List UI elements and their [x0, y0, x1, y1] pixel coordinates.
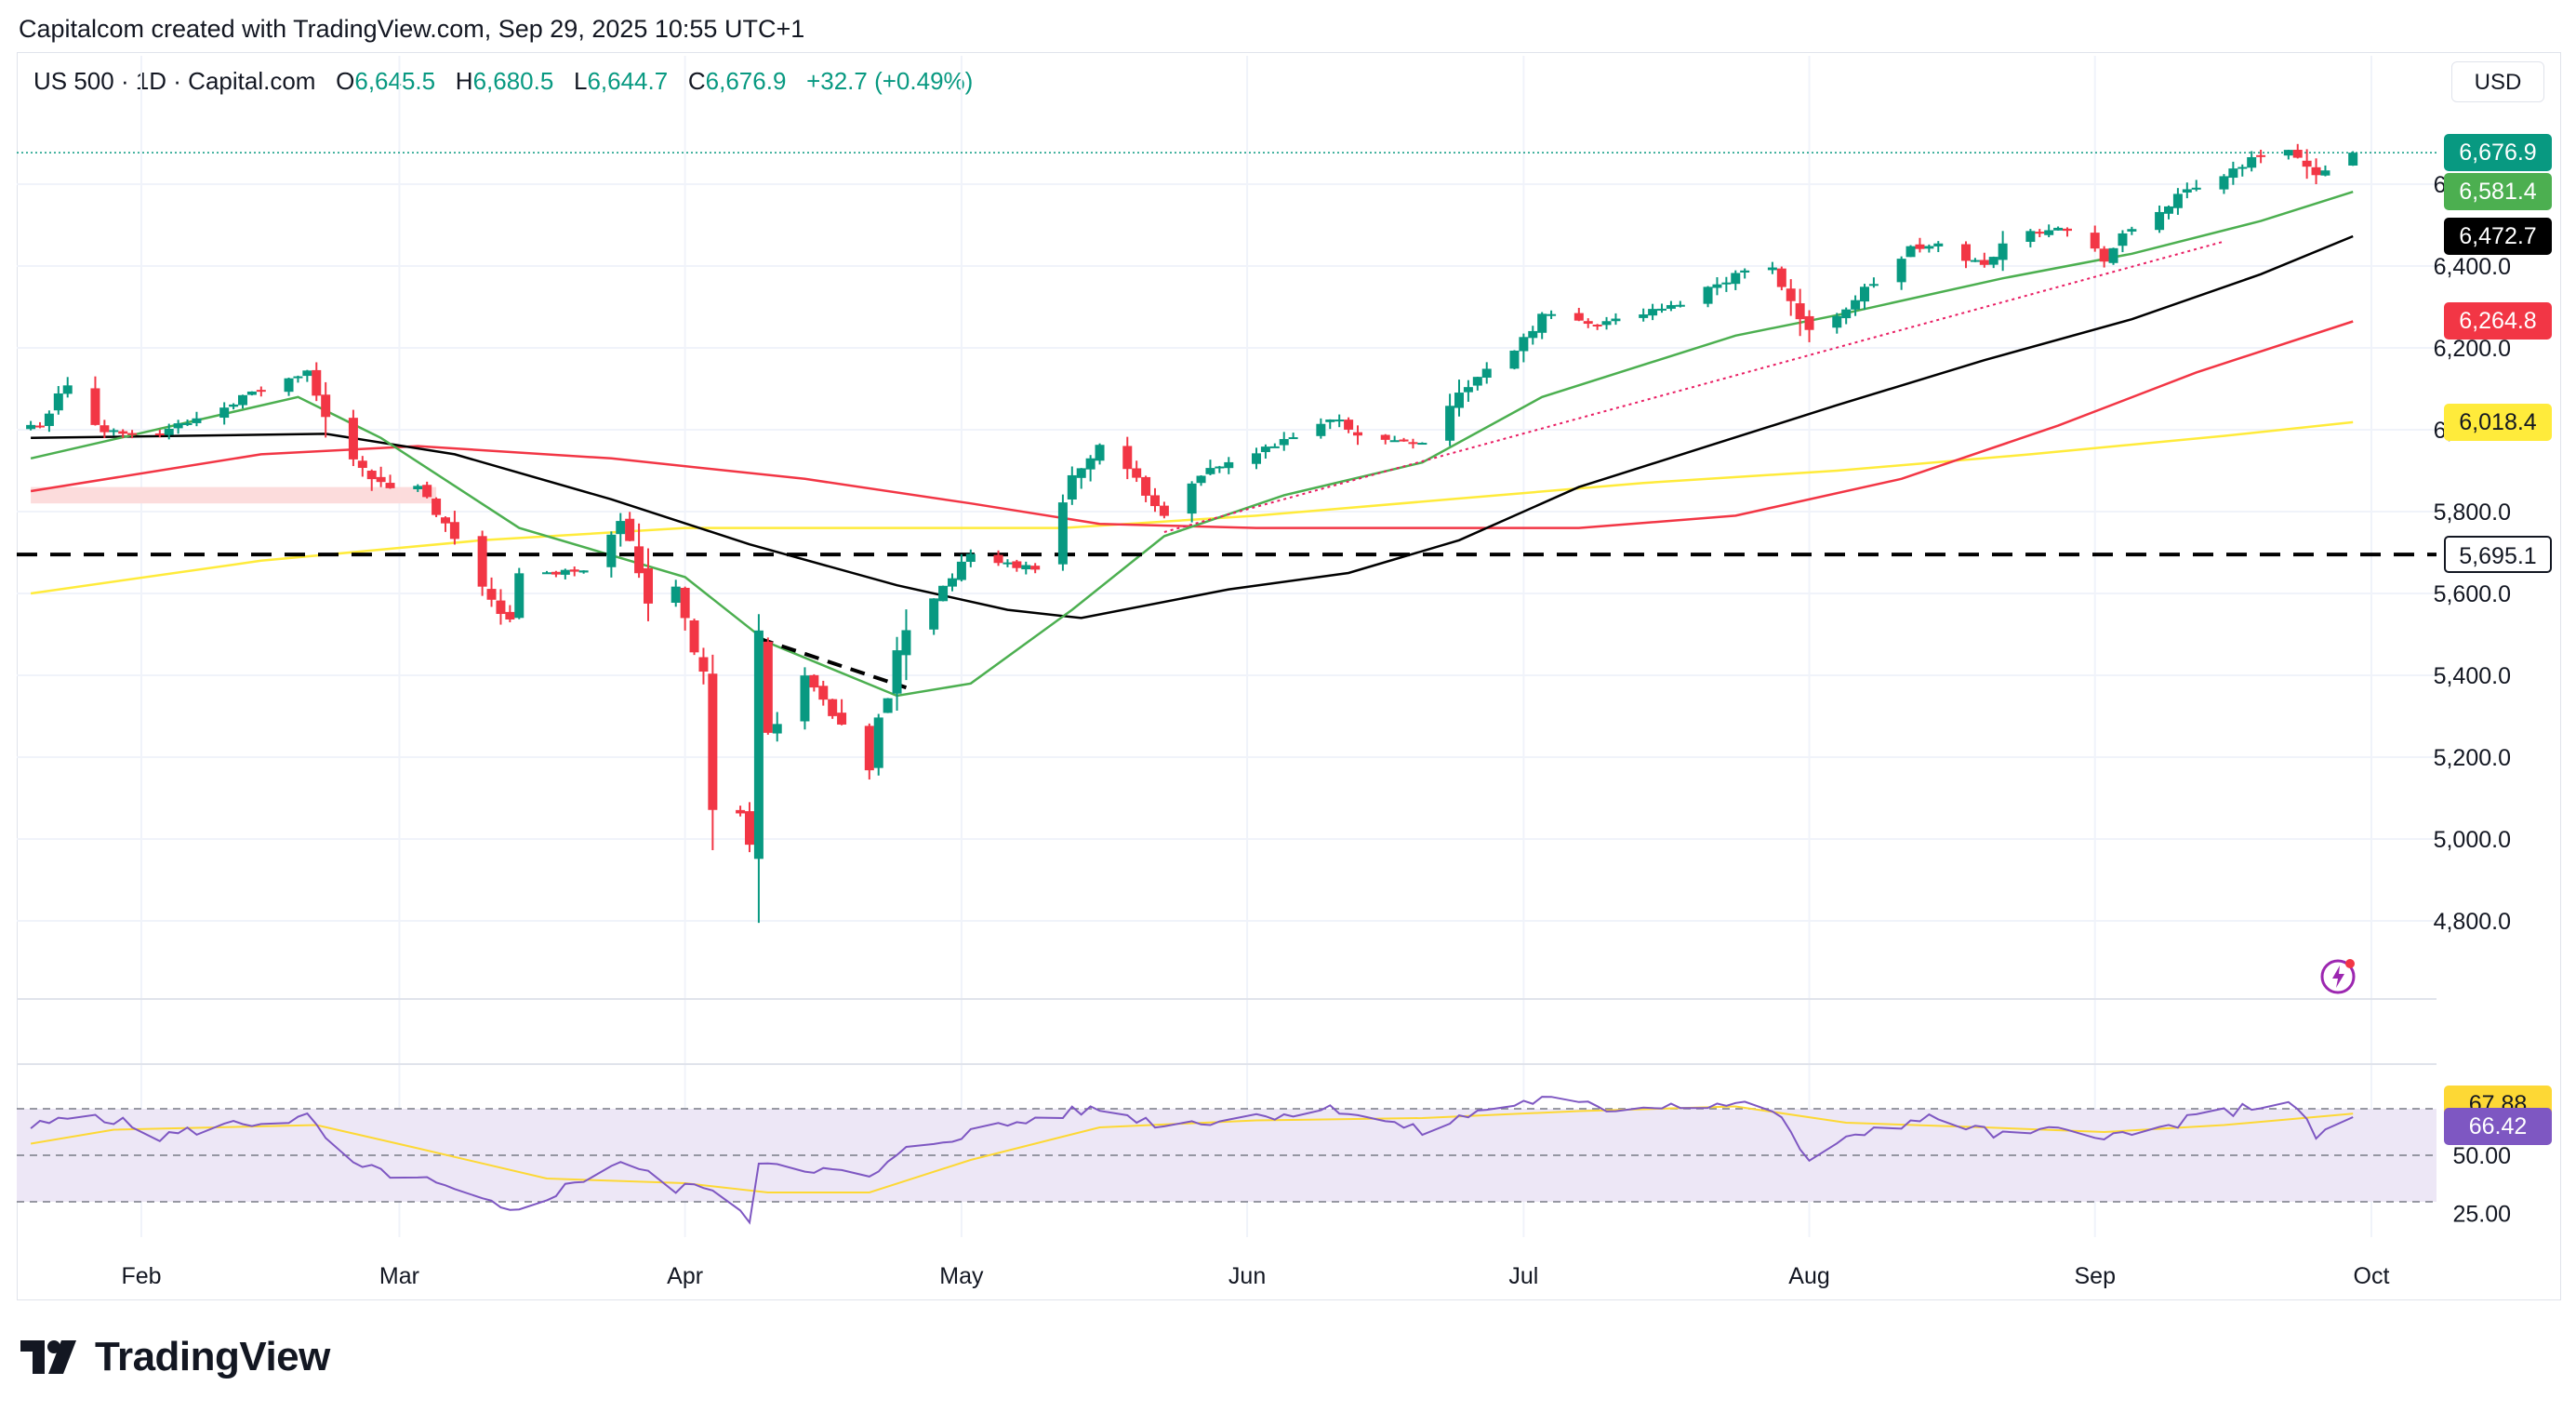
price-tag: 6,264.8 [2444, 302, 2552, 340]
chart-frame [17, 52, 2561, 1300]
high-label: H [455, 67, 473, 95]
low-label: L [573, 67, 588, 95]
change-value: +32.7 (+0.49%) [806, 67, 974, 95]
price-tag: 6,472.7 [2444, 218, 2552, 255]
tradingview-logo-text: TradingView [95, 1334, 330, 1379]
price-tag: 6,018.4 [2444, 403, 2552, 441]
close-label: C [687, 67, 706, 95]
open-value: 6,645.5 [354, 67, 436, 95]
chart-credit: Capitalcom created with TradingView.com,… [19, 15, 805, 43]
price-tag: 6,581.4 [2444, 173, 2552, 211]
tradingview-logo-icon [20, 1340, 76, 1374]
ohlc-legend: US 500 · 1D · Capital.com O6,645.5 H6,68… [33, 67, 973, 96]
price-tag: 6,676.9 [2444, 134, 2552, 172]
price-tag: 5,695.1 [2444, 536, 2552, 574]
close-value: 6,676.9 [705, 67, 787, 95]
rsi-tag: 66.42 [2444, 1107, 2552, 1145]
symbol-label[interactable]: US 500 · 1D · Capital.com [33, 67, 316, 95]
lightning-icon[interactable] [2319, 956, 2358, 995]
currency-button[interactable]: USD [2451, 61, 2544, 102]
high-value: 6,680.5 [472, 67, 554, 95]
open-label: O [336, 67, 355, 95]
low-value: 6,644.7 [587, 67, 669, 95]
tradingview-logo[interactable]: TradingView [20, 1334, 330, 1380]
